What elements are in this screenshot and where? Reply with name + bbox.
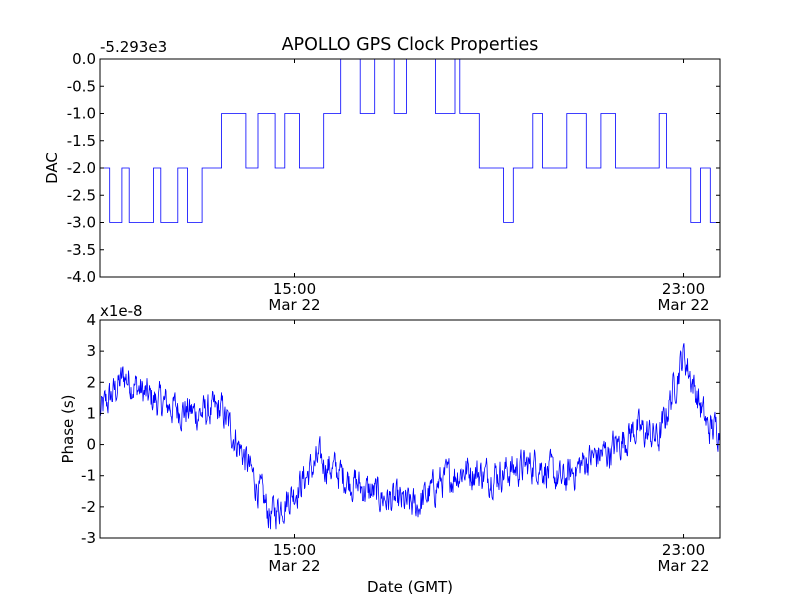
chart-title: APOLLO GPS Clock Properties [282,35,539,55]
dac-y-ticks: 0.0 -0.5 -1.0 -1.5 -2.0 -2.5 -3.0 -3.5 -4.0 [67,50,720,286]
dac-y-tick: -2.5 [67,186,720,204]
dac-x-tick-date: Mar 22 [657,296,709,314]
dac-x-tick-date: Mar 22 [268,296,320,314]
dac-y-tick-label: -1.5 [67,132,96,150]
dac-y-tick-label: -3.0 [67,214,96,232]
dac-y-tick-label: 0.0 [72,50,96,68]
phase-y-tick: 0 [86,436,720,454]
phase-y-tick: -2 [81,498,720,516]
x-axis-label: Date (GMT) [367,578,453,596]
dac-y-tick-label: -2.5 [67,186,96,204]
phase-y-tick-label: 4 [86,311,96,329]
dac-y-tick-label: -2.0 [67,159,96,177]
dac-y-tick: -1.5 [67,132,720,150]
phase-y-tick-label: 2 [86,373,96,391]
dac-x-tick-time: 23:00 [662,280,705,298]
dac-y-tick: -3.0 [67,214,720,232]
phase-y-ticks: 4 3 2 1 0 -1 -2 -3 [81,311,720,547]
phase-y-tick: 1 [86,404,720,422]
dac-y-tick: -1.0 [67,105,720,123]
phase-x-tick-date: Mar 22 [657,557,709,575]
phase-y-tick-label: -3 [81,529,96,547]
dac-panel: 0.0 -0.5 -1.0 -1.5 -2.0 -2.5 -3.0 -3.5 -4.0 15:0… [43,38,721,314]
phase-x-tick-time: 23:00 [662,541,705,559]
phase-x-tick-date: Mar 22 [268,557,320,575]
dac-y-tick: -2.0 [67,159,720,177]
phase-y-tick: 2 [86,373,720,391]
dac-y-tick-label: -1.0 [67,105,96,123]
dac-y-tick: -0.5 [67,77,720,95]
dac-y-tick: -4.0 [67,268,720,286]
dac-series-line [100,59,720,277]
dac-y-tick-label: -4.0 [67,268,96,286]
phase-y-tick-label: -2 [81,498,96,516]
dac-x-tick-time: 15:00 [273,280,316,298]
phase-y-tick: -3 [81,529,720,547]
phase-series-line [100,343,720,530]
dac-y-tick-label: -0.5 [67,77,96,95]
phase-axes-frame [99,319,721,539]
phase-y-tick: 3 [86,342,720,360]
phase-x-tick-time: 15:00 [273,541,316,559]
phase-y-tick-label: -1 [81,467,96,485]
dac-y-tick: -3.5 [67,241,720,259]
phase-y-tick: -1 [81,467,720,485]
dac-offset-text: -5.293e3 [100,38,167,56]
phase-y-tick-label: 3 [86,342,96,360]
phase-y-tick-label: 0 [86,436,96,454]
phase-y-tick: 4 [86,311,720,329]
phase-y-axis-label: Phase (s) [59,394,77,463]
dac-y-axis-label: DAC [43,152,61,184]
phase-offset-text: x1e-8 [100,302,143,320]
phase-y-tick-label: 1 [86,404,96,422]
dac-y-tick-label: -3.5 [67,241,96,259]
dac-y-tick: 0.0 [72,50,720,68]
